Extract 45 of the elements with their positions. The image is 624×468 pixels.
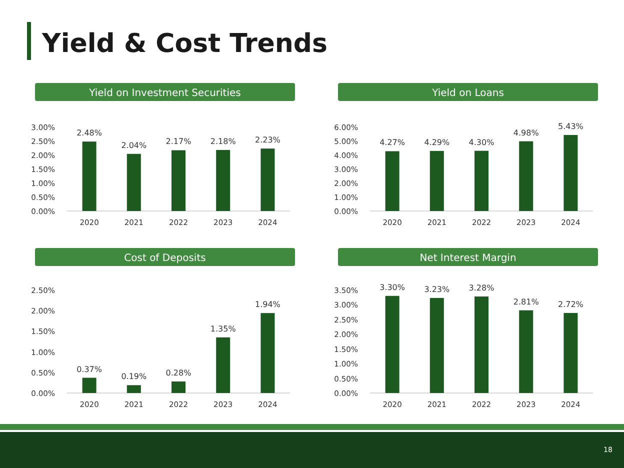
data-label: 5.43%: [558, 122, 584, 131]
data-label: 2.17%: [166, 137, 192, 146]
bar: [385, 296, 400, 393]
bar: [260, 313, 275, 393]
bar: [385, 151, 400, 211]
bar: [172, 150, 186, 211]
bar: [216, 337, 230, 393]
bar: [82, 142, 96, 211]
chart-title: Yield on Loans: [431, 88, 504, 99]
text: Yield & Cost Trends: [41, 29, 328, 59]
chart-title: Yield on Investment Securities: [88, 88, 241, 99]
data-label: 3.28%: [468, 283, 495, 292]
bar: [82, 378, 96, 393]
bar: [519, 310, 534, 393]
data-label: 2.18%: [210, 136, 236, 146]
bar: [564, 312, 578, 393]
data-label: 3.23%: [424, 284, 450, 294]
data-label: 0.37%: [76, 364, 102, 374]
data-label: 3.30%: [380, 282, 406, 292]
data-label: 2.81%: [513, 297, 540, 306]
bar: [260, 148, 275, 211]
bar: [430, 298, 444, 393]
bar: [474, 296, 488, 393]
data-label: 2.04%: [121, 140, 147, 150]
bar: [216, 150, 230, 211]
bar: [519, 141, 534, 211]
bar: [430, 150, 444, 211]
chart-title: Net Interest Margin: [420, 253, 516, 264]
data-label: 2.72%: [558, 300, 584, 309]
bar: [126, 154, 141, 211]
data-label: 0.28%: [166, 368, 192, 378]
data-label: 4.30%: [468, 138, 495, 147]
bar: [126, 385, 141, 393]
data-label: 0.19%: [121, 372, 147, 382]
data-label: 4.29%: [424, 138, 450, 147]
bar: [564, 134, 578, 211]
data-label: 2.48%: [76, 128, 102, 138]
data-label: 4.98%: [513, 128, 540, 138]
data-label: 1.35%: [210, 324, 236, 334]
chart-title: Cost of Deposits: [124, 253, 206, 264]
bar: [474, 150, 488, 211]
data-label: 1.94%: [254, 300, 281, 310]
data-label: 4.27%: [380, 138, 406, 148]
data-label: 2.23%: [254, 136, 281, 145]
bar: [172, 381, 186, 393]
